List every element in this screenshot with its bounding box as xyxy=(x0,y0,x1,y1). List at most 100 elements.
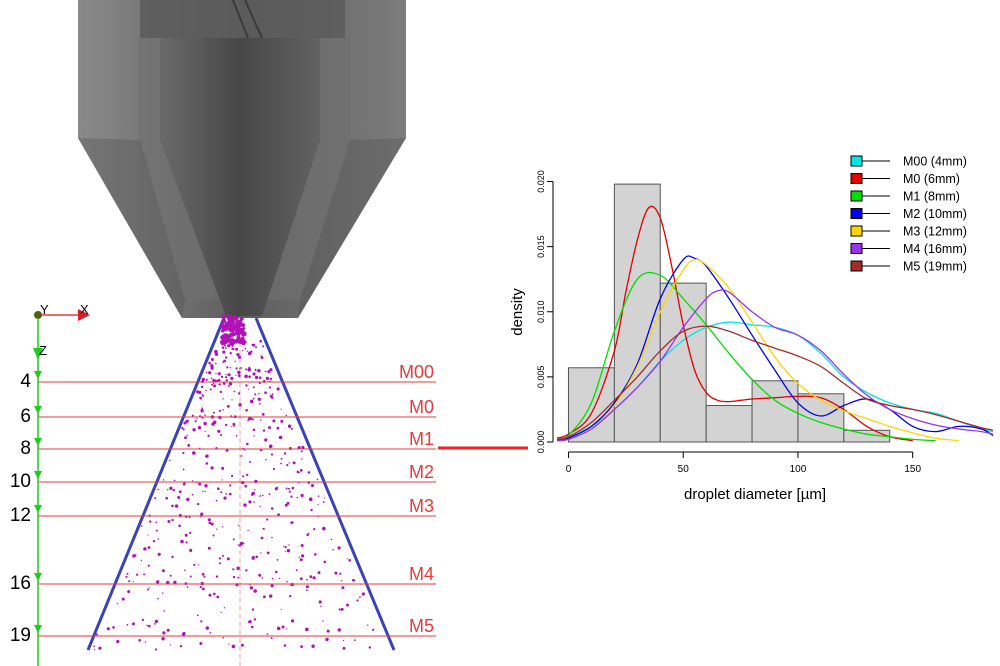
droplet xyxy=(243,503,247,507)
droplet xyxy=(174,504,179,508)
droplet xyxy=(245,384,248,387)
droplet xyxy=(252,428,256,432)
droplet xyxy=(248,375,251,379)
droplet xyxy=(271,536,273,539)
droplet xyxy=(247,529,249,532)
droplet xyxy=(144,641,147,643)
droplet xyxy=(112,626,115,629)
droplet xyxy=(242,475,245,478)
droplet xyxy=(296,470,300,474)
droplet xyxy=(157,552,161,556)
droplet xyxy=(186,586,189,588)
droplet xyxy=(251,493,254,496)
droplet xyxy=(210,366,214,370)
droplet xyxy=(268,493,271,496)
droplet xyxy=(291,486,295,490)
droplet xyxy=(183,421,187,425)
droplet xyxy=(225,449,229,452)
legend-label: M1 (8mm) xyxy=(903,190,960,204)
droplet xyxy=(231,399,233,401)
droplet xyxy=(353,639,356,641)
droplet xyxy=(155,529,158,532)
droplet xyxy=(162,631,166,635)
droplet xyxy=(209,388,212,391)
droplet xyxy=(216,595,220,599)
droplet xyxy=(299,558,303,562)
droplet xyxy=(307,471,311,474)
droplet xyxy=(300,544,304,547)
droplet xyxy=(257,397,261,401)
droplet xyxy=(288,490,291,493)
droplet xyxy=(218,409,221,412)
droplet xyxy=(215,575,219,578)
depth-label-6: 6 xyxy=(20,406,31,427)
droplet xyxy=(258,382,261,385)
droplet xyxy=(280,408,282,410)
histogram-bars xyxy=(567,183,891,443)
droplet xyxy=(248,620,252,624)
droplet xyxy=(227,373,231,377)
droplet xyxy=(251,625,254,629)
legend-label: M4 (16mm) xyxy=(903,242,967,256)
droplet xyxy=(208,521,212,525)
droplet xyxy=(276,559,279,561)
droplet xyxy=(148,624,151,628)
droplet xyxy=(310,508,313,512)
droplet xyxy=(226,339,230,343)
droplet xyxy=(143,547,147,551)
droplet xyxy=(182,451,185,455)
droplet xyxy=(359,596,361,598)
histogram-bar xyxy=(567,367,615,443)
droplet xyxy=(211,383,213,386)
droplet xyxy=(244,374,248,379)
droplet xyxy=(132,622,135,626)
droplet xyxy=(228,382,233,386)
droplet xyxy=(368,646,371,649)
density-chart: 0 50 100 150 0.000 0.005 0.010 0.015 0.020 dropl… xyxy=(509,155,994,503)
droplet xyxy=(106,627,110,631)
droplet xyxy=(134,554,137,557)
droplet xyxy=(212,534,215,537)
droplet xyxy=(96,633,98,636)
droplet xyxy=(334,571,338,575)
droplet xyxy=(93,649,95,651)
droplet xyxy=(251,608,255,611)
droplet xyxy=(180,539,184,544)
droplet xyxy=(242,349,244,352)
droplet xyxy=(126,624,129,626)
droplet xyxy=(172,488,175,492)
droplet xyxy=(201,407,204,410)
droplet xyxy=(288,544,290,546)
droplet xyxy=(313,528,316,531)
droplet xyxy=(147,534,149,536)
plane-label-m0: M0 xyxy=(409,397,434,417)
droplet xyxy=(292,461,296,465)
spray-cone-left-edge xyxy=(86,317,226,651)
droplet xyxy=(322,501,325,504)
droplet xyxy=(219,562,222,565)
droplet xyxy=(219,390,222,394)
droplet xyxy=(249,461,251,463)
droplet xyxy=(227,385,230,387)
droplet xyxy=(228,643,230,645)
droplet xyxy=(237,544,239,546)
droplet xyxy=(270,395,273,398)
droplet xyxy=(238,524,240,527)
droplet xyxy=(215,499,218,502)
legend-swatch xyxy=(850,208,863,219)
droplet xyxy=(286,501,290,505)
droplet xyxy=(330,538,333,541)
droplet xyxy=(157,488,160,491)
droplet xyxy=(245,569,248,572)
droplet xyxy=(225,356,228,359)
density-curve-4 xyxy=(556,258,959,442)
droplet xyxy=(271,393,274,396)
droplet xyxy=(140,525,143,527)
droplet xyxy=(202,394,204,397)
droplet xyxy=(269,368,273,372)
chart-x-axis-label: droplet diameter [µm] xyxy=(684,486,826,503)
droplet xyxy=(298,472,300,474)
droplet xyxy=(341,580,343,582)
droplet xyxy=(205,378,208,381)
droplet xyxy=(244,347,247,350)
